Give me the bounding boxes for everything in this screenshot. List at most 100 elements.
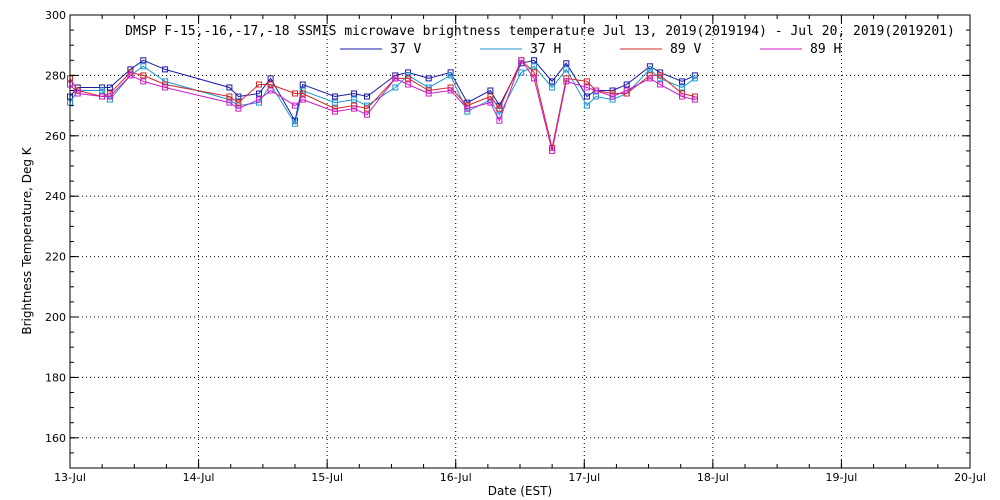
data-point-37-h: [392, 84, 399, 91]
data-point-37-v: [226, 84, 233, 91]
series-line-89-h: [69, 59, 696, 152]
data-point-37-h: [609, 96, 616, 103]
data-point-89-h: [487, 99, 494, 106]
grid-lines: [70, 15, 970, 468]
data-point-89-h: [464, 105, 471, 112]
y-tick-label: 160: [45, 432, 66, 445]
data-point-89-v: [267, 81, 274, 88]
data-point-37-h: [592, 93, 599, 100]
data-point-37-h: [140, 63, 147, 70]
x-axis: 13-Jul 14-Jul 15-Jul 16-Jul 17-Jul 18-Jul 19-J…: [54, 15, 986, 484]
data-point-89-h: [127, 72, 134, 79]
data-point-37-h: [106, 96, 113, 103]
data-point-89-h: [425, 90, 432, 97]
data-point-89-h: [331, 108, 338, 115]
data-point-89-h: [592, 87, 599, 94]
y-tick-label: 300: [45, 9, 66, 22]
data-point-37-h: [531, 63, 538, 70]
data-point-37-v: [487, 87, 494, 94]
data-point-37-v: [235, 93, 242, 100]
data-point-89-h: [405, 81, 412, 88]
data-point-89-h: [623, 87, 630, 94]
data-point-37-v: [623, 81, 630, 88]
x-tick-label: 20-Jul: [954, 471, 986, 484]
data-point-89-v: [235, 99, 242, 106]
data-point-89-h: [235, 105, 242, 112]
data-point-37-v: [679, 78, 685, 85]
data-point-89-h: [549, 147, 556, 154]
data-point-89-h: [392, 75, 399, 82]
data-point-89-v: [140, 72, 147, 79]
legend-label: 89 H: [810, 42, 841, 57]
chart-title: DMSP F-15,-16,-17,-18 SSMIS microwave br…: [125, 24, 955, 39]
y-tick-label: 260: [45, 130, 66, 143]
data-point-37-v: [563, 60, 570, 67]
data-point-37-v: [549, 78, 556, 85]
x-tick-label: 18-Jul: [697, 471, 729, 484]
y-tick-label: 220: [45, 251, 66, 264]
data-point-89-h: [106, 93, 113, 100]
data-point-89-v: [496, 105, 503, 112]
data-point-37-h: [292, 120, 298, 127]
data-point-89-h: [646, 75, 653, 82]
data-point-89-v: [256, 81, 262, 88]
data-point-89-h: [140, 78, 147, 85]
data-point-89-h: [74, 90, 81, 97]
data-point-89-h: [679, 93, 685, 100]
data-point-37-v: [531, 57, 538, 64]
data-point-37-v: [331, 93, 338, 100]
data-point-89-h: [256, 96, 262, 103]
data-point-37-v: [256, 90, 262, 97]
x-tick-label: 13-Jul: [54, 471, 86, 484]
data-point-37-v: [583, 93, 590, 100]
y-tick-label: 180: [45, 371, 66, 384]
x-tick-label: 19-Jul: [825, 471, 857, 484]
legend: 37 V 37 H 89 V 89 H: [340, 42, 841, 57]
data-point-89-v: [226, 93, 233, 100]
data-point-89-h: [351, 105, 358, 112]
data-point-37-h: [679, 84, 685, 91]
data-point-89-h: [563, 78, 570, 85]
x-tick-label: 17-Jul: [568, 471, 600, 484]
data-point-37-v: [162, 66, 169, 73]
data-point-89-v: [405, 75, 412, 82]
data-point-89-h: [364, 111, 370, 118]
data-point-37-v: [299, 81, 306, 88]
data-point-89-h: [162, 84, 169, 91]
data-point-37-v: [364, 93, 370, 100]
legend-label: 37 H: [530, 42, 561, 57]
data-point-37-v: [351, 90, 358, 97]
data-point-89-h: [609, 93, 616, 100]
data-point-37-v: [140, 57, 147, 64]
data-point-37-v: [267, 75, 274, 82]
series-line-89-v: [69, 59, 696, 149]
data-point-89-h: [518, 57, 525, 64]
data-point-89-h: [496, 117, 503, 124]
data-point-89-v: [364, 105, 370, 112]
series-lines: [67, 57, 698, 154]
data-point-89-v: [292, 90, 298, 97]
data-point-37-h: [518, 69, 525, 76]
data-point-89-v: [531, 69, 538, 76]
data-point-37-h: [563, 66, 570, 73]
data-point-37-h: [691, 75, 698, 82]
data-point-89-h: [531, 75, 538, 82]
y-axis: 160 180 200 220 240 260 280 300: [45, 9, 970, 469]
y-tick-label: 280: [45, 69, 66, 82]
legend-label: 89 V: [670, 42, 701, 57]
data-point-89-h: [583, 84, 590, 91]
data-point-37-v: [106, 84, 113, 91]
data-point-37-v: [425, 75, 432, 82]
legend-label: 37 V: [390, 42, 421, 57]
data-point-89-h: [447, 87, 454, 94]
data-point-89-v: [487, 93, 494, 100]
data-point-37-h: [331, 99, 338, 106]
plot-frame: [69, 14, 971, 469]
x-tick-label: 16-Jul: [440, 471, 472, 484]
data-point-37-h: [99, 87, 106, 94]
x-tick-label: 14-Jul: [183, 471, 215, 484]
data-point-89-v: [299, 90, 306, 97]
data-point-89-h: [267, 87, 274, 94]
data-point-89-h: [292, 102, 298, 109]
data-point-89-h: [691, 96, 698, 103]
